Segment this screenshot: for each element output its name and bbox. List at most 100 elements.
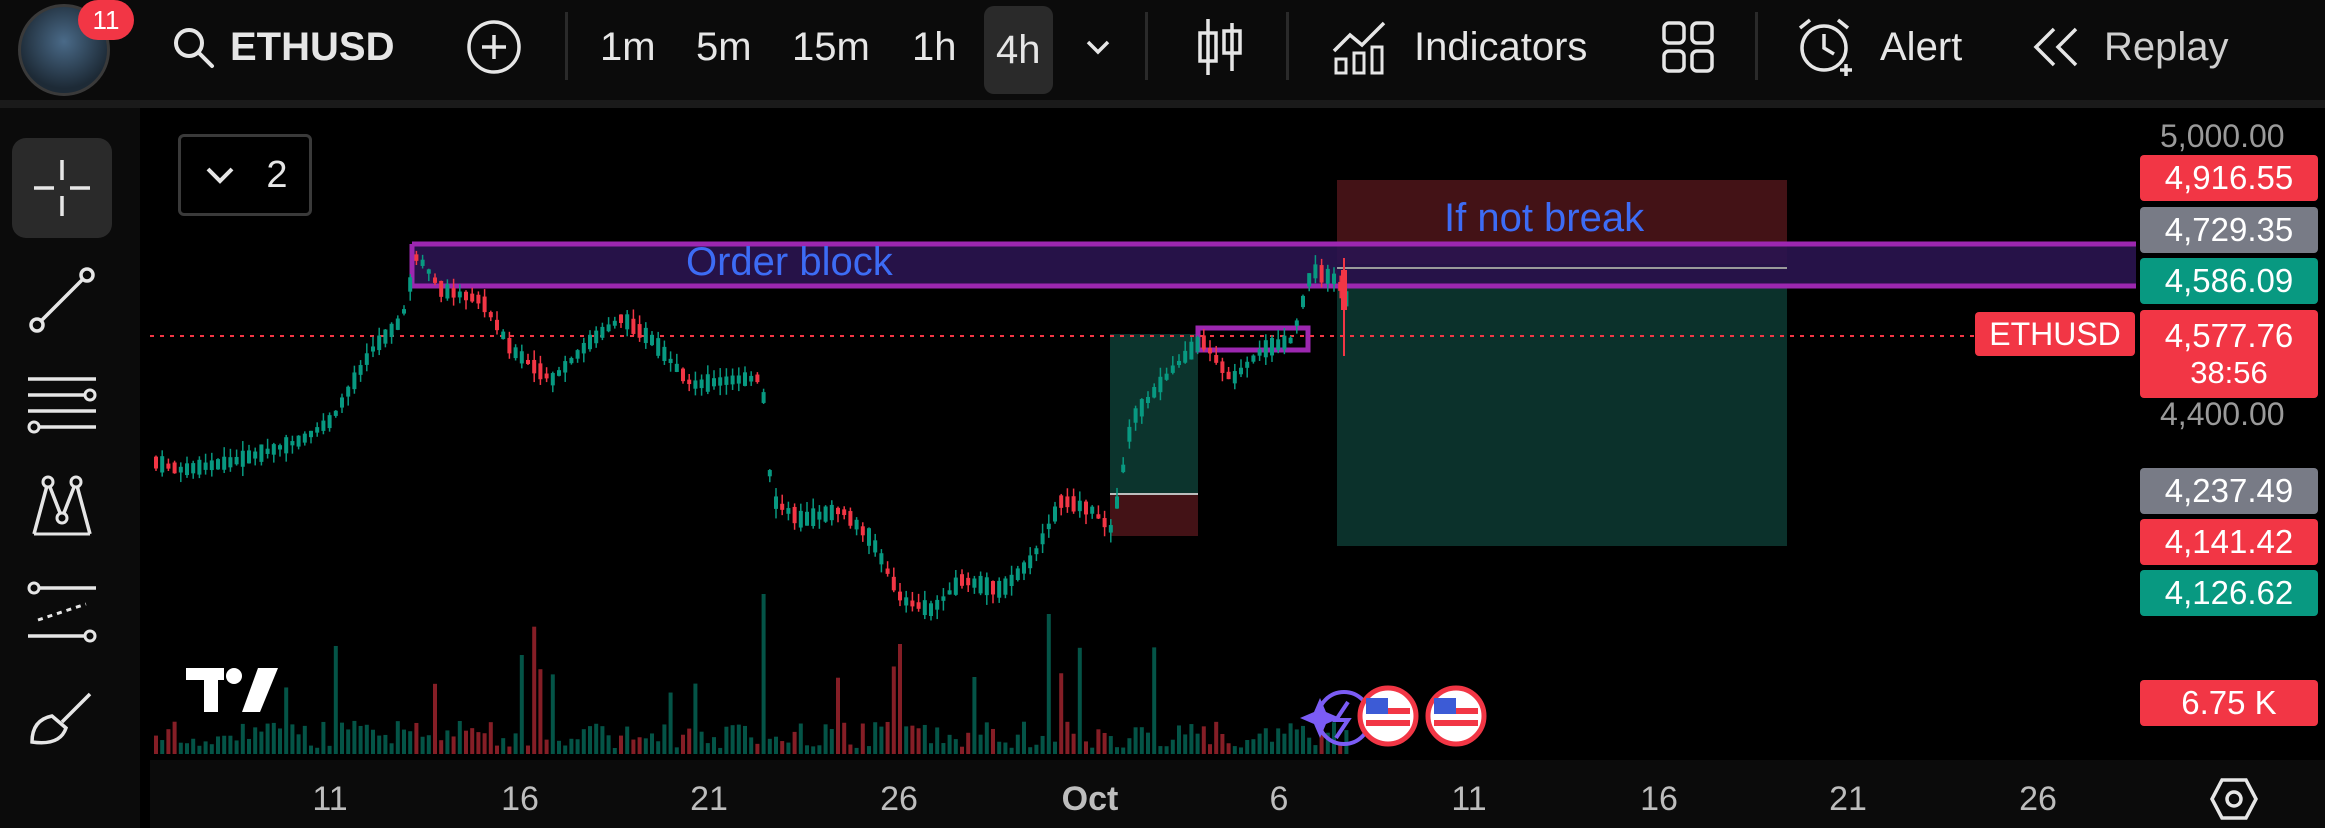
candle: [402, 309, 406, 314]
crosshair-icon: [34, 160, 90, 216]
candle: [767, 470, 772, 477]
settings-button[interactable]: [2210, 776, 2258, 827]
symbol-search[interactable]: ETHUSD: [170, 16, 394, 78]
search-icon: [174, 28, 214, 68]
chevron-down-icon: [207, 167, 234, 184]
candle: [891, 576, 896, 591]
time-axis[interactable]: [150, 760, 2325, 828]
projection-icon: [27, 581, 97, 643]
volume-bar: [1040, 735, 1045, 754]
candle: [916, 602, 921, 609]
volume-bar: [581, 729, 586, 754]
compare-button[interactable]: [464, 16, 524, 78]
replay-button[interactable]: Replay: [2030, 16, 2229, 78]
indicators-button[interactable]: Indicators: [1330, 16, 1587, 78]
fib-tool[interactable]: [12, 354, 112, 454]
candle: [730, 375, 735, 385]
volume-bar: [1177, 725, 1181, 754]
candle: [1022, 562, 1026, 574]
volume-bar: [550, 674, 555, 754]
candle: [1214, 355, 1219, 363]
volume-bar: [823, 724, 828, 754]
volume-bar: [557, 740, 561, 754]
current-price-tag: 4,577.76 38:56: [2140, 310, 2318, 398]
indicator-legend-toggle[interactable]: 2: [178, 134, 312, 216]
volume-bar: [1028, 747, 1033, 754]
candle: [631, 318, 636, 334]
crosshair-tool[interactable]: [12, 138, 112, 238]
candle: [1201, 335, 1206, 350]
volume-bar: [166, 729, 171, 754]
candle: [1053, 506, 1057, 522]
trendline-tool[interactable]: [12, 250, 112, 350]
price-chart[interactable]: [150, 116, 2140, 756]
candle: [829, 504, 834, 521]
candle: [1276, 339, 1281, 350]
candle: [650, 334, 654, 346]
candle: [1009, 574, 1014, 586]
volume-bar: [730, 725, 735, 754]
candle: [712, 378, 716, 387]
x-tick: 16: [501, 780, 539, 818]
volume-bar: [333, 645, 338, 754]
volume-bar: [1022, 721, 1026, 754]
volume-bar: [1015, 734, 1020, 754]
candle: [1338, 281, 1343, 291]
candle: [1108, 525, 1113, 533]
timeframe-15m[interactable]: 15m: [792, 24, 870, 69]
timeframe-5m[interactable]: 5m: [696, 24, 752, 69]
candle: [1152, 386, 1157, 398]
volume-bar: [1288, 723, 1293, 754]
alert-button[interactable]: Alert: [1796, 16, 1962, 78]
candle: [1239, 367, 1243, 375]
chart-type-button[interactable]: [1192, 16, 1248, 78]
tradingview-logo: [184, 664, 280, 721]
volume-bar: [532, 626, 537, 754]
fib-icon: [27, 377, 97, 434]
candle: [203, 462, 208, 470]
candle: [736, 375, 741, 384]
timeframe-dropdown[interactable]: [1080, 16, 1116, 78]
legend-count: 2: [266, 153, 288, 196]
candle: [922, 600, 927, 616]
volume-bar: [811, 746, 816, 754]
candle: [1282, 335, 1287, 350]
volume-bar: [1201, 726, 1206, 754]
x-tick: Oct: [1061, 780, 1119, 818]
indicators-icon: [1332, 21, 1386, 75]
timeframe-4h[interactable]: 4h: [984, 6, 1053, 94]
candle: [1096, 514, 1101, 519]
brush-tool[interactable]: [12, 668, 112, 768]
candle: [1232, 371, 1237, 384]
candle: [247, 450, 251, 464]
volume-bar: [637, 737, 642, 754]
projection-tool[interactable]: [12, 562, 112, 662]
candle: [1257, 349, 1262, 356]
price-tag-4126: 4,126.62: [2140, 570, 2318, 616]
timeframe-1h[interactable]: 1h: [912, 24, 957, 69]
pattern-tool[interactable]: [12, 458, 112, 558]
candle: [1139, 399, 1144, 417]
candle: [960, 574, 964, 586]
volume-bar: [792, 731, 797, 754]
candle: [984, 577, 989, 596]
candle: [1077, 500, 1082, 512]
candle: [1301, 295, 1305, 308]
candle: [1121, 464, 1126, 473]
volume-bar: [414, 722, 419, 754]
volume-bar: [817, 745, 822, 754]
candle: [823, 506, 828, 522]
volume-bar: [228, 735, 233, 754]
candle: [594, 330, 599, 344]
events-strip[interactable]: [1292, 684, 1492, 750]
layout-button[interactable]: [1660, 16, 1716, 78]
price-axis[interactable]: [2140, 108, 2325, 760]
candle: [1294, 320, 1299, 326]
volume-bar: [439, 740, 444, 754]
candle: [1288, 337, 1293, 344]
candle: [761, 392, 766, 403]
volume-bar: [1065, 721, 1070, 754]
candle: [1046, 523, 1051, 530]
volume-bar: [606, 735, 611, 754]
timeframe-1m[interactable]: 1m: [600, 24, 656, 69]
